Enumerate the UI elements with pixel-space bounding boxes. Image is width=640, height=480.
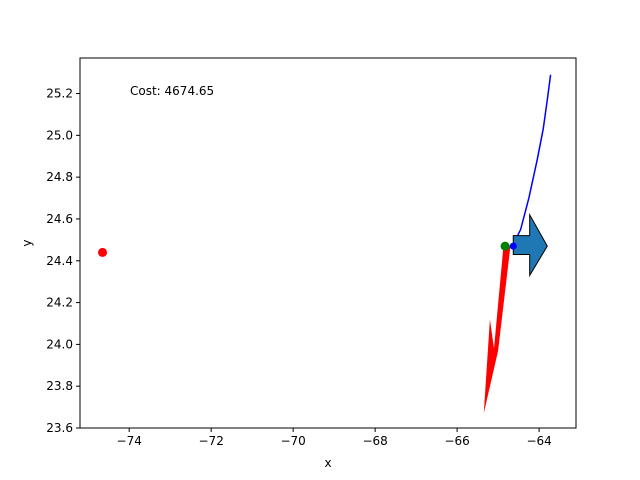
plot-layer: [98, 74, 552, 414]
ticks-layer: −74 −72 −70 −68 −66 −64 23.6 23.8 24.0 24.2 24.4 24…: [46, 87, 551, 448]
y-tick-label: 24.4: [46, 254, 73, 268]
x-tick-label: −66: [444, 434, 469, 448]
y-tick-label: 25.0: [46, 128, 73, 142]
x-tick-label: −70: [280, 434, 305, 448]
red-arrow: [483, 246, 511, 414]
cost-annotation: Cost: 4674.65: [130, 84, 214, 98]
y-tick-label: 25.2: [46, 87, 73, 101]
heading-arrow: [512, 212, 548, 278]
x-tick-label: −74: [117, 434, 142, 448]
x-tick-label: −72: [199, 434, 224, 448]
end-point: [500, 241, 510, 251]
y-tick-label: 24.2: [46, 296, 73, 310]
x-axis-label: x: [324, 456, 331, 470]
y-axis-label: y: [20, 239, 34, 246]
y-tick-label: 23.6: [46, 421, 73, 435]
y-tick-label: 24.6: [46, 212, 73, 226]
y-tick-label: 24.8: [46, 170, 73, 184]
plot-frame: [79, 57, 577, 429]
trajectory-line: [511, 74, 552, 247]
start-point: [98, 247, 108, 257]
trajectory-start-point: [509, 242, 517, 250]
x-tick-label: −64: [526, 434, 551, 448]
x-tick-label: −68: [362, 434, 387, 448]
y-tick-label: 24.0: [46, 337, 73, 351]
y-tick-label: 23.8: [46, 379, 73, 393]
